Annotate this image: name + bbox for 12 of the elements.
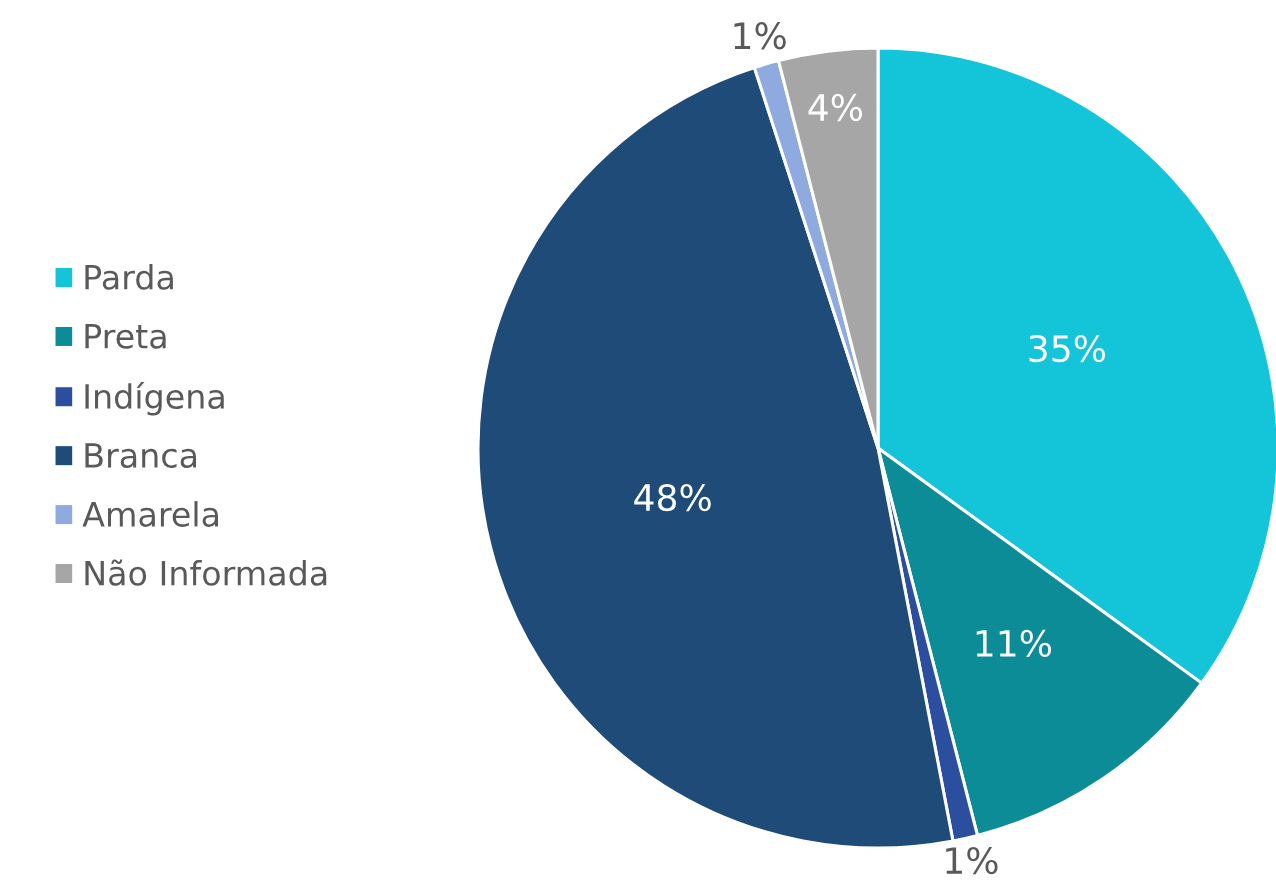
data-label: 48%: [634, 483, 711, 512]
legend-label: Não Informada: [85, 559, 327, 586]
legend-label: Indígena: [85, 381, 224, 416]
data-label: 4%: [808, 93, 863, 122]
data-label: 35%: [1029, 334, 1106, 363]
data-label: 1%: [734, 22, 786, 50]
legend-label: Branca: [85, 443, 197, 468]
data-label: 1%: [946, 846, 998, 875]
legend-label: Amarela: [82, 501, 219, 527]
data-label: 11%: [976, 629, 1052, 657]
legend-label: Preta: [85, 324, 166, 349]
legend-label: Parda: [85, 264, 173, 290]
